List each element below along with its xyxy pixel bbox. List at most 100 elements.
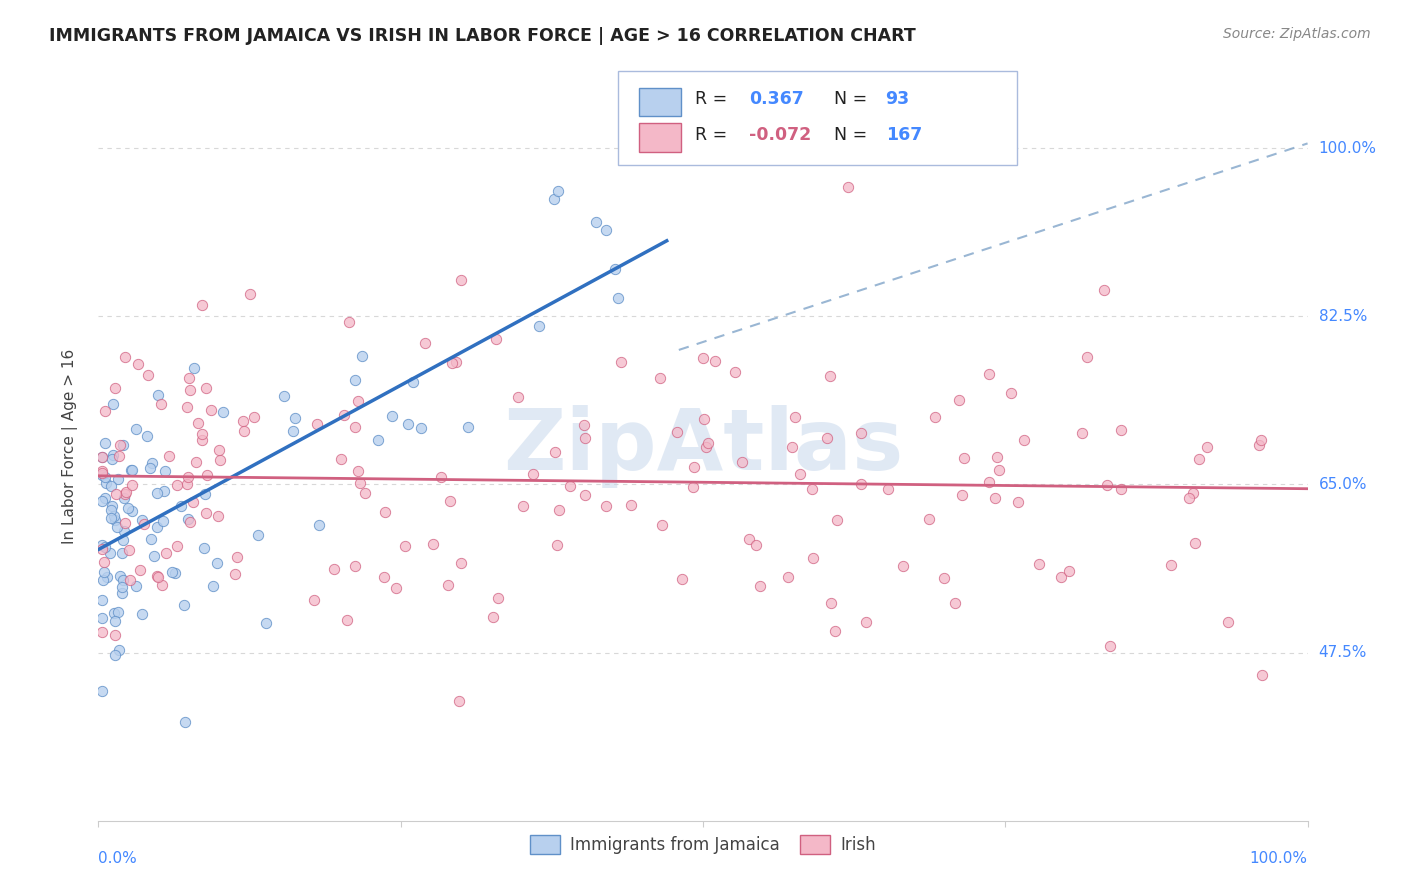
Point [190,298,212,312]
Text: -0.072: -0.072 [749,126,811,144]
Point [193,541,215,556]
FancyBboxPatch shape [638,87,682,116]
Point [100,511,122,525]
Point [96,475,118,490]
Point [485,332,508,346]
Point [114,485,136,500]
Point [780,440,803,454]
Point [94,404,117,418]
Point [134,516,156,531]
Point [131,607,153,621]
Legend: Immigrants from Jamaica, Irish: Immigrants from Jamaica, Irish [523,829,883,861]
Point [343,420,366,434]
Point [103,448,125,462]
Point [139,461,162,475]
Text: 93: 93 [886,90,910,108]
Point [308,518,330,533]
Point [247,527,270,541]
Point [1111,482,1133,496]
Point [129,563,152,577]
Y-axis label: In Labor Force | Age > 16: In Labor Force | Age > 16 [62,349,77,543]
Point [450,273,472,287]
Point [1195,441,1218,455]
Text: Source: ZipAtlas.com: Source: ZipAtlas.com [1223,27,1371,41]
Point [107,605,129,619]
Point [1251,667,1274,681]
Point [112,438,135,452]
Text: IMMIGRANTS FROM JAMAICA VS IRISH IN LABOR FORCE | AGE > 16 CORRELATION CHART: IMMIGRANTS FROM JAMAICA VS IRISH IN LABO… [49,27,915,45]
Point [100,503,122,517]
Point [105,520,128,534]
Point [984,491,1007,505]
Point [430,470,453,484]
Point [783,409,806,424]
Point [851,425,873,440]
Point [146,570,169,584]
Point [1097,478,1119,492]
Point [986,450,1008,465]
Point [1178,491,1201,505]
Point [111,533,134,547]
Point [91,542,114,557]
Point [305,417,328,432]
Point [457,420,479,434]
Point [96,569,118,583]
Point [153,463,176,477]
Point [682,480,704,494]
Point [336,613,359,627]
Point [402,376,425,390]
Text: R =: R = [695,126,733,144]
Point [547,184,569,198]
Point [778,570,800,584]
Point [127,357,149,371]
Point [329,452,352,467]
Point [114,487,136,501]
Point [695,440,717,454]
Point [343,373,366,387]
Point [450,556,472,570]
Point [146,486,169,500]
Point [173,598,195,612]
Point [449,694,471,708]
Point [190,433,212,447]
Point [200,403,222,417]
Point [893,558,915,573]
Point [855,615,877,629]
Point [110,438,132,452]
Point [93,436,115,450]
Point [104,648,127,663]
Point [91,610,114,624]
Point [918,512,941,526]
Point [91,684,114,698]
Point [209,453,232,467]
Point [1076,351,1098,365]
Point [381,409,404,423]
Point [131,513,153,527]
Point [950,488,973,502]
Point [212,405,235,419]
Point [1188,452,1211,467]
Point [91,493,114,508]
Point [333,409,356,423]
Point [202,579,225,593]
Point [574,488,596,502]
Point [548,502,571,516]
Point [121,503,143,517]
Text: 100.0%: 100.0% [1250,851,1308,866]
Point [1028,557,1050,571]
Text: 167: 167 [886,126,922,144]
Point [173,715,195,730]
Point [394,539,416,553]
Point [824,624,846,638]
Point [948,392,970,407]
Point [801,482,824,496]
Point [121,463,143,477]
Point [146,388,169,402]
Point [105,487,128,501]
Point [1057,564,1080,578]
Point [1249,438,1271,452]
Point [93,555,115,569]
Point [149,397,172,411]
Point [651,518,673,533]
Point [207,556,229,570]
